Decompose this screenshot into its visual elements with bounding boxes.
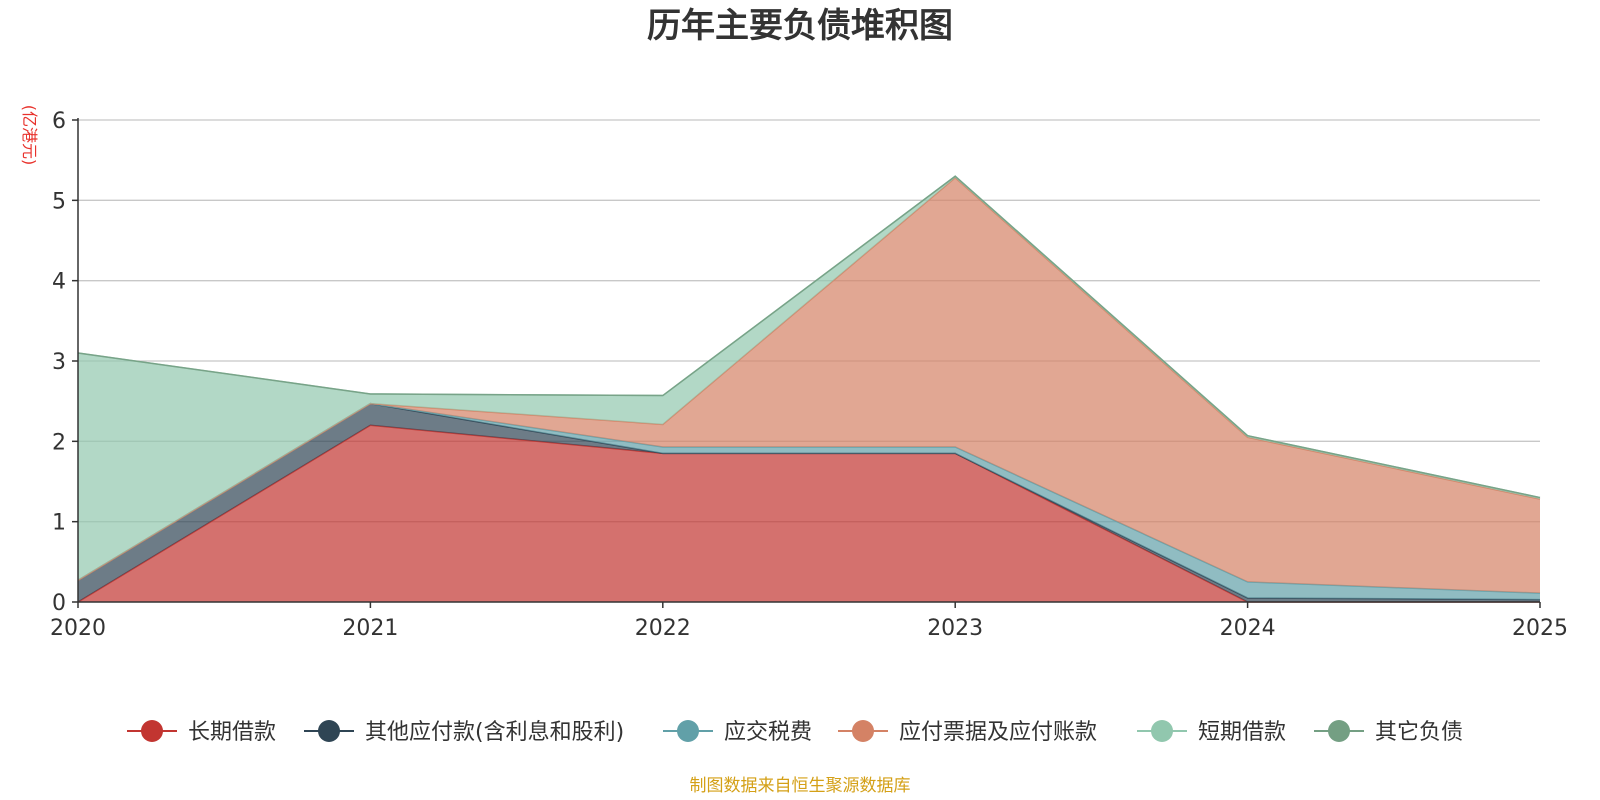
area-series-3 — [78, 177, 1540, 594]
y-axis-label: (亿港元) — [20, 105, 39, 166]
x-tick-label: 2020 — [50, 616, 106, 641]
legend-label: 长期借款 — [188, 720, 276, 745]
legend-item-2[interactable]: 应交税费 — [663, 720, 812, 745]
legend-label: 其他应付款(含利息和股利) — [365, 720, 624, 745]
legend-label: 其它负债 — [1375, 720, 1463, 745]
y-tick-label: 5 — [52, 189, 66, 214]
area-series-2 — [78, 403, 1540, 600]
x-tick-label: 2024 — [1220, 616, 1276, 641]
x-tick-label: 2025 — [1512, 616, 1568, 641]
legend-item-3[interactable]: 应付票据及应付账款 — [838, 720, 1097, 745]
series-line-5 — [77, 175, 1541, 499]
axes: 0 1 2 3 4 5 6 2020 2021 2022 2023 2024 2025 — [50, 109, 1568, 641]
legend-label: 应交税费 — [724, 720, 812, 745]
area-series-0 — [78, 425, 1540, 602]
legend[interactable]: 长期借款 其他应付款(含利息和股利) 应交税费 应付票据及应付账款 短期借款 其它负债 — [127, 720, 1463, 745]
x-tick-label: 2023 — [927, 616, 983, 641]
y-tick-label: 2 — [52, 430, 66, 455]
legend-marker — [677, 720, 699, 742]
legend-marker — [1151, 720, 1173, 742]
legend-label: 短期借款 — [1198, 720, 1286, 745]
legend-item-5[interactable]: 其它负债 — [1314, 720, 1463, 745]
legend-marker — [318, 720, 340, 742]
y-tick-label: 3 — [52, 350, 66, 375]
x-tick-label: 2022 — [635, 616, 691, 641]
chart-title: 历年主要负债堆积图 — [647, 6, 953, 46]
legend-marker — [852, 720, 874, 742]
y-tick-label: 6 — [52, 109, 66, 134]
legend-marker — [141, 720, 163, 742]
legend-marker — [1328, 720, 1350, 742]
stacked-areas — [77, 175, 1541, 603]
source-note: 制图数据来自恒生聚源数据库 — [690, 776, 911, 796]
legend-item-4[interactable]: 短期借款 — [1137, 720, 1286, 745]
legend-item-1[interactable]: 其他应付款(含利息和股利) — [304, 720, 624, 745]
x-tick-label: 2021 — [342, 616, 398, 641]
legend-item-0[interactable]: 长期借款 — [127, 720, 276, 745]
y-tick-label: 1 — [52, 511, 66, 536]
legend-label: 应付票据及应付账款 — [899, 720, 1097, 745]
y-tick-label: 0 — [52, 591, 66, 616]
y-tick-label: 4 — [52, 270, 66, 295]
